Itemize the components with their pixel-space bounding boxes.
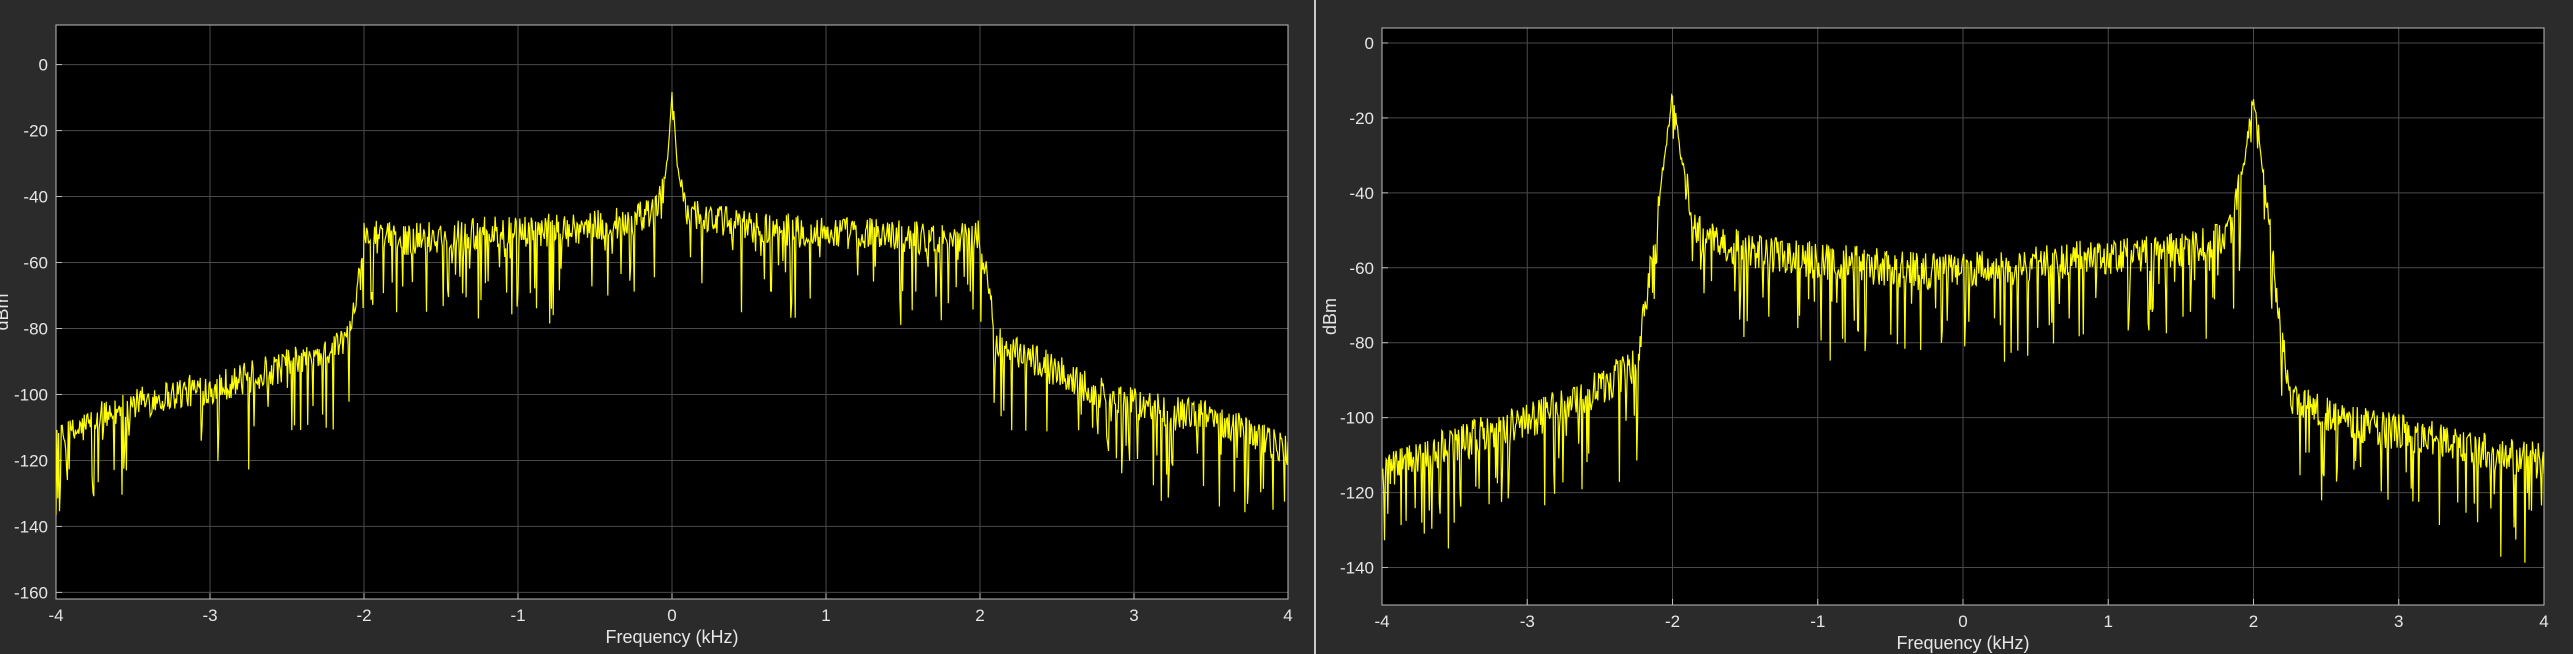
y-tick-label: -140 <box>1340 559 1374 578</box>
spectrum-plot-left: -4 -3 -2 -1 0 1 2 3 4 0 -20 -40 -60 -80 -100 -120 -140 -1… <box>0 24 1293 647</box>
y-tick-label: -40 <box>1349 184 1374 203</box>
y-tick-label: -160 <box>14 583 48 602</box>
y-tick-label: 0 <box>39 56 48 75</box>
x-tick-label: -4 <box>48 606 63 625</box>
x-tick-label: -4 <box>1374 612 1389 631</box>
x-tick-label: 4 <box>1283 606 1292 625</box>
x-tick-label: 0 <box>667 606 676 625</box>
y-tick-label: -100 <box>1340 409 1374 428</box>
x-tick-label: -3 <box>1520 612 1535 631</box>
y-tick-label: -100 <box>14 385 48 404</box>
x-tick-label: 1 <box>2104 612 2113 631</box>
y-tick-label: -120 <box>1340 484 1374 503</box>
x-axis-label: Frequency (kHz) <box>1896 633 2029 653</box>
x-axis-label: Frequency (kHz) <box>605 627 738 647</box>
spectrum-plot-right: -4 -3 -2 -1 0 1 2 3 4 0 -20 -40 -60 -80 -100 -120 -140 Fr… <box>1320 27 2549 653</box>
spectrum-trace <box>56 91 1288 516</box>
x-tick-label: -1 <box>1810 612 1825 631</box>
y-axis-label: dBm <box>0 293 12 330</box>
x-tick-label: 0 <box>1958 612 1967 631</box>
x-tick-label: 2 <box>2249 612 2258 631</box>
x-tick-label: 3 <box>1129 606 1138 625</box>
x-tick-label: 4 <box>2539 612 2548 631</box>
x-tick-label: -1 <box>510 606 525 625</box>
x-tick-label: -2 <box>1665 612 1680 631</box>
y-axis-label: dBm <box>1320 298 1340 335</box>
y-tick-label: -60 <box>1349 259 1374 278</box>
y-tick-label: 0 <box>1365 34 1374 53</box>
spectrum-trace <box>1382 92 2544 563</box>
window-divider <box>1314 0 1316 654</box>
y-tick-label: -20 <box>1349 109 1374 128</box>
x-tick-label: 2 <box>975 606 984 625</box>
spectrum-analyzer-left: -4 -3 -2 -1 0 1 2 3 4 0 -20 -40 -60 -80 -100 -120 -140 -1… <box>0 24 1293 647</box>
x-tick-label: 1 <box>821 606 830 625</box>
y-tick-label: -40 <box>23 188 48 207</box>
y-tick-label: -80 <box>1349 334 1374 353</box>
x-tick-label: 3 <box>2394 612 2403 631</box>
y-tick-label: -140 <box>14 517 48 536</box>
spectrum-analyzer-right: -4 -3 -2 -1 0 1 2 3 4 0 -20 -40 -60 -80 -100 -120 -140 Fr… <box>1316 0 2573 654</box>
y-tick-label: -120 <box>14 451 48 470</box>
x-tick-label: -3 <box>202 606 217 625</box>
y-tick-label: -80 <box>23 319 48 338</box>
y-tick-label: -20 <box>23 122 48 141</box>
x-tick-label: -2 <box>356 606 371 625</box>
y-tick-label: -60 <box>23 254 48 273</box>
